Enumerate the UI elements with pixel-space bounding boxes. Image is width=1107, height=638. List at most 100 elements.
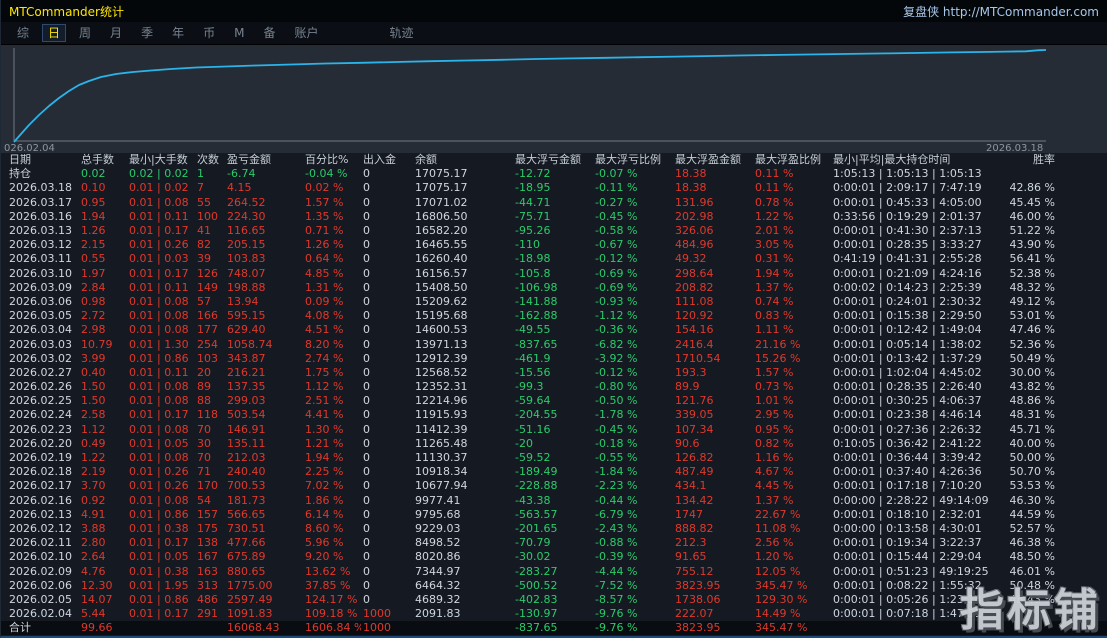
cell-min-max-lots: 0.01 | 1.95 (129, 578, 189, 592)
cell-max-float-profit-ratio: 3.05 % (755, 238, 794, 252)
cell-max-float-profit: 1738.06 (675, 592, 721, 606)
cell-max-float-loss: -49.55 (515, 323, 551, 337)
cell-win-rate: 48.50 % (1009, 550, 1055, 564)
table-row[interactable]: 2026.02.11 2.80 0.01 | 0.17 138 477.66 5.96 %… (1, 536, 1107, 550)
cell-balance: 8020.86 (415, 550, 461, 564)
table-row[interactable]: 2026.02.16 0.92 0.01 | 0.08 54 181.73 1.86 % 0… (1, 494, 1107, 508)
menu-item-zhou[interactable]: 周 (79, 26, 92, 40)
cell-min-max-lots: 0.01 | 0.08 (129, 294, 189, 308)
cell-max-float-loss: -189.49 (515, 465, 558, 479)
table-row[interactable]: 2026.03.03 10.79 0.01 | 1.30 254 1058.74 8.20… (1, 337, 1107, 351)
cell-max-float-profit-ratio: 2.56 % (755, 536, 794, 550)
cell-min-max-lots: 0.01 | 0.11 (129, 209, 189, 223)
cell-max-float-profit-ratio: 129.30 % (755, 592, 808, 606)
table-row[interactable]: 2026.02.18 2.19 0.01 | 0.26 71 240.40 2.25 % 0… (1, 465, 1107, 479)
table-row[interactable]: 2026.02.09 4.76 0.01 | 0.38 163 880.65 13.62 … (1, 564, 1107, 578)
table-row[interactable]: 2026.03.06 0.98 0.01 | 0.08 57 13.94 0.09 % 0 1… (1, 295, 1107, 309)
cell-trades: 170 (197, 479, 218, 493)
cell-total-lots: 0.92 (81, 493, 106, 507)
table-row[interactable]: 2026.03.17 0.95 0.01 | 0.08 55 264.52 1.57 % 0… (1, 196, 1107, 210)
cell-win-rate: 56.41 % (1009, 252, 1055, 266)
table-row[interactable]: 2026.02.04 5.44 0.01 | 0.17 291 1091.83 109.1… (1, 607, 1107, 621)
cell-hold-time: 0:00:01 | 0:05:14 | 1:38:02 (833, 337, 982, 351)
table-row[interactable]: 2026.03.16 1.94 0.01 | 0.11 100 224.30 1.35 %… (1, 210, 1107, 224)
table-row[interactable]: 2026.02.19 1.22 0.01 | 0.08 70 212.03 1.94 % 0… (1, 451, 1107, 465)
table-row[interactable]: 2026.03.13 1.26 0.01 | 0.17 41 116.65 0.71 % 0… (1, 224, 1107, 238)
table-row[interactable]: 2026.02.20 0.49 0.01 | 0.05 30 135.11 1.21 % 0… (1, 437, 1107, 451)
cell-pnl-amount: 675.89 (227, 550, 266, 564)
table-row[interactable]: 2026.03.02 3.99 0.01 | 0.86 103 343.87 2.74 %… (1, 352, 1107, 366)
cell-balance: 11412.39 (415, 422, 468, 436)
table-row[interactable]: 2026.02.26 1.50 0.01 | 0.08 89 137.35 1.12 % 0… (1, 380, 1107, 394)
table-row[interactable]: 2026.02.10 2.64 0.01 | 0.05 167 675.89 9.20 %… (1, 550, 1107, 564)
table-row[interactable]: 2026.03.04 2.98 0.01 | 0.08 177 629.40 4.51 %… (1, 323, 1107, 337)
table-row[interactable]: 2026.02.13 4.91 0.01 | 0.86 157 566.65 6.14 %… (1, 508, 1107, 522)
table-row[interactable]: 2026.03.18 0.10 0.01 | 0.02 7 4.15 0.02 % 0 170… (1, 181, 1107, 195)
cell-deposit-withdraw: 0 (363, 294, 370, 308)
cell-win-rate: 52.57 % (1009, 521, 1055, 535)
cell-max-float-profit-ratio: 22.67 % (755, 507, 801, 521)
menu-item-yue[interactable]: 月 (110, 26, 123, 40)
cell-min-max-lots: 0.01 | 0.86 (129, 351, 189, 365)
table-row[interactable]: 2026.03.05 2.72 0.01 | 0.08 166 595.15 4.08 %… (1, 309, 1107, 323)
cell-date: 2026.03.12 (9, 238, 72, 252)
table-row[interactable]: 持仓 0.02 0.02 | 0.02 1 -6.74 -0.04 % 0 17075.17 -… (1, 167, 1107, 181)
cell-date: 2026.02.24 (9, 408, 72, 422)
cell-deposit-withdraw: 1000 (363, 621, 391, 635)
table-row[interactable]: 2026.03.12 2.15 0.01 | 0.26 82 205.15 1.26 % 0… (1, 238, 1107, 252)
table-row[interactable]: 2026.03.11 0.55 0.01 | 0.03 39 103.83 0.64 % 0… (1, 252, 1107, 266)
cell-max-float-loss: -20 (515, 436, 533, 450)
menu-item-zhanghu[interactable]: 账户 (294, 26, 319, 40)
cell-pnl-percent: 4.08 % (305, 309, 344, 323)
menu-item-ji[interactable]: 季 (141, 26, 154, 40)
cell-total-lots: 2.84 (81, 280, 106, 294)
cell-total-lots: 0.95 (81, 195, 106, 209)
menu-item-bei[interactable]: 备 (263, 26, 276, 40)
cell-max-float-loss: -106.98 (515, 280, 558, 294)
table-row[interactable]: 2026.02.05 14.07 0.01 | 0.86 486 2597.49 124.… (1, 593, 1107, 607)
cell-deposit-withdraw: 0 (363, 252, 370, 266)
cell-trades: 89 (197, 380, 211, 394)
cell-min-max-lots: 0.01 | 0.17 (129, 408, 189, 422)
table-total-row[interactable]: 合计 99.66 16068.43 1606.84 % 1000 -837.65 -9.76… (1, 621, 1107, 636)
cell-max-float-profit: 3823.95 (675, 621, 721, 635)
brand-link[interactable]: 复盘侠 http://MTCommander.com (903, 4, 1099, 19)
cell-pnl-percent: 0.71 % (305, 224, 344, 238)
table-row[interactable]: 2026.02.25 1.50 0.01 | 0.08 88 299.03 2.51 % 0… (1, 394, 1107, 408)
cell-max-float-profit: 1710.54 (675, 351, 721, 365)
menu-item-nian[interactable]: 年 (172, 26, 185, 40)
cell-max-float-loss: -99.3 (515, 380, 544, 394)
cell-min-max-lots: 0.01 | 0.38 (129, 521, 189, 535)
cell-max-float-loss-ratio: -1.78 % (595, 408, 638, 422)
cell-balance: 12214.96 (415, 394, 468, 408)
table-row[interactable]: 2026.03.09 2.84 0.01 | 0.11 149 198.88 1.31 %… (1, 281, 1107, 295)
cell-max-float-loss-ratio: -0.18 % (595, 436, 638, 450)
cell-pnl-percent: 0.02 % (305, 181, 344, 195)
cell-pnl-amount: 730.51 (227, 521, 266, 535)
cell-total-lots: 0.40 (81, 365, 106, 379)
cell-balance: 12352.31 (415, 380, 468, 394)
cell-deposit-withdraw: 0 (363, 507, 370, 521)
column-header-win-rate: 胜率 (1033, 153, 1055, 167)
menu-item-m[interactable]: M (234, 26, 245, 40)
menu-item-bi[interactable]: 币 (203, 26, 216, 40)
table-row[interactable]: 2026.02.17 3.70 0.01 | 0.26 170 700.53 7.02 %… (1, 479, 1107, 493)
table-row[interactable]: 2026.02.12 3.88 0.01 | 0.38 175 730.51 8.60 %… (1, 522, 1107, 536)
menu-item-ri[interactable]: 日 (42, 24, 67, 42)
cell-hold-time: 0:00:01 | 0:12:42 | 1:49:04 (833, 323, 982, 337)
table-row[interactable]: 2026.03.10 1.97 0.01 | 0.17 126 748.07 4.85 %… (1, 267, 1107, 281)
table-row[interactable]: 2026.02.24 2.58 0.01 | 0.17 118 503.54 4.41 %… (1, 408, 1107, 422)
menu-item-zong[interactable]: 综 (17, 26, 30, 40)
table-row[interactable]: 2026.02.23 1.12 0.01 | 0.08 70 146.91 1.30 % 0… (1, 423, 1107, 437)
cell-max-float-loss: -563.57 (515, 507, 558, 521)
cell-max-float-loss-ratio: -0.50 % (595, 394, 638, 408)
cell-min-max-lots: 0.01 | 0.08 (129, 309, 189, 323)
equity-chart[interactable]: 026.02.04 2026.03.18 (1, 45, 1107, 154)
cell-pnl-amount: 205.15 (227, 238, 266, 252)
cell-max-float-loss: -44.71 (515, 195, 551, 209)
menu-item-guiji[interactable]: 轨迹 (389, 26, 414, 40)
cell-deposit-withdraw: 0 (363, 167, 370, 181)
table-row[interactable]: 2026.02.27 0.40 0.01 | 0.11 20 216.21 1.75 % 0… (1, 366, 1107, 380)
table-row[interactable]: 2026.02.06 12.30 0.01 | 1.95 313 1775.00 37.8… (1, 579, 1107, 593)
cell-max-float-profit-ratio: 14.49 % (755, 607, 801, 621)
